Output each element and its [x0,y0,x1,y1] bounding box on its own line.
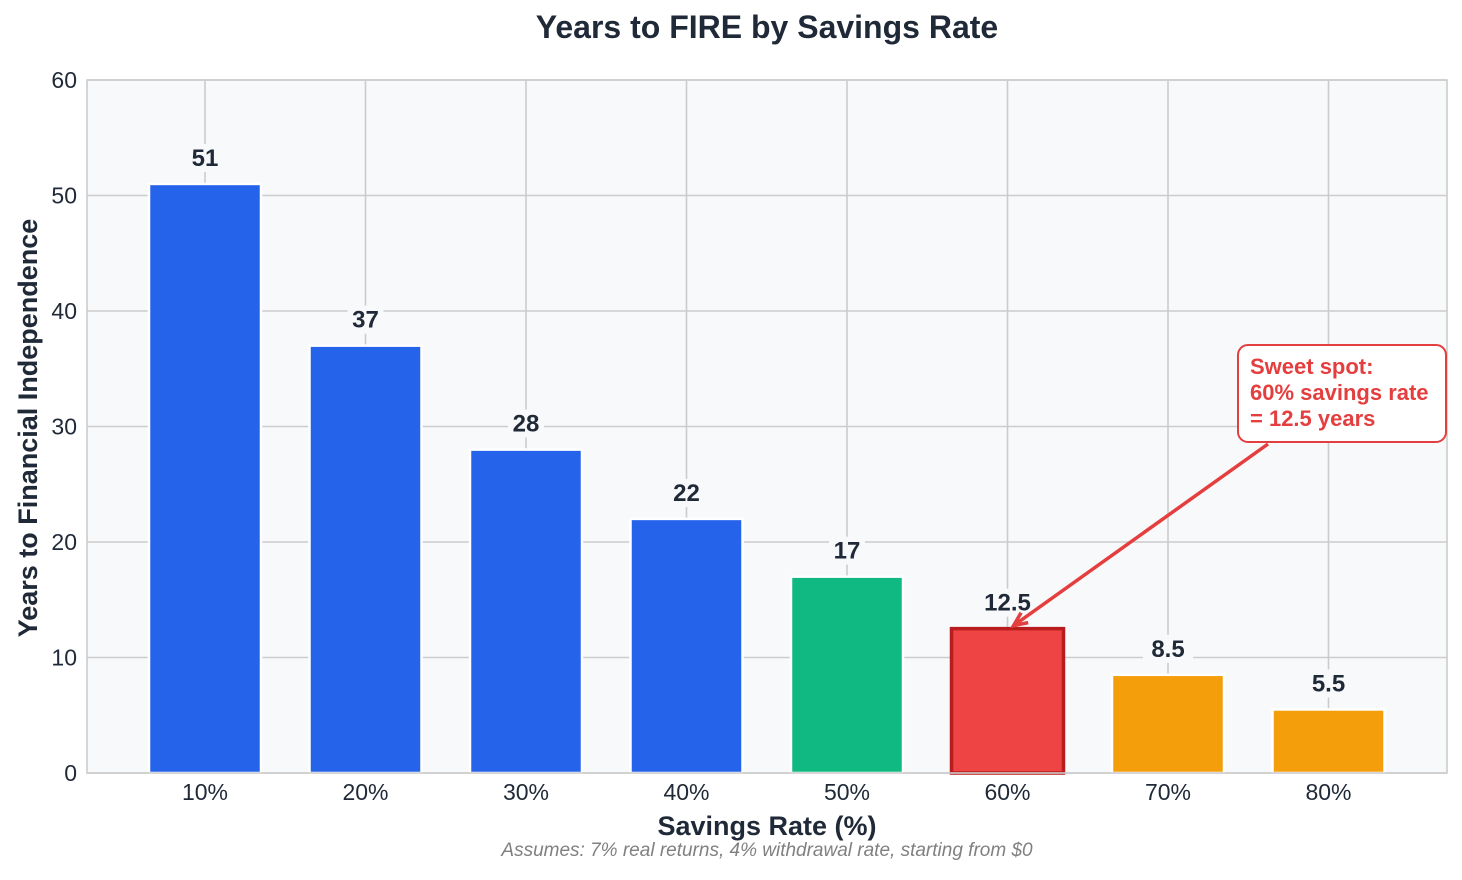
y-axis-ticks: 0 10 20 30 40 50 60 [51,67,77,786]
value-label: 28 [513,411,540,438]
value-label-backing [668,478,705,507]
value-label-backing [975,588,1040,617]
value-label-backing [508,409,544,438]
y-tick-label: 60 [51,67,77,93]
x-tick-label: 50% [824,779,870,805]
bar-highlighted [949,626,1066,775]
annotation-box [1237,344,1447,443]
value-label: 5.5 [1312,670,1345,697]
value-label-backing [347,305,384,334]
bars [147,182,1386,775]
value-label-backing [1143,634,1193,663]
annotation: Sweet spot:60% savings rate= 12.5 years [1010,344,1447,629]
y-tick-label: 40 [51,298,77,324]
annotation-arrow [1015,442,1270,625]
value-label: 22 [673,480,700,507]
bar [789,575,905,775]
bar [147,182,263,775]
value-label: 17 [834,538,861,565]
y-tick-label: 50 [51,183,77,209]
value-label: 51 [192,145,219,172]
value-label-backing [1303,669,1354,698]
x-tick-label: 80% [1305,779,1351,805]
value-label: 8.5 [1151,636,1184,663]
x-tick-label: 40% [663,779,709,805]
value-label: 37 [352,307,379,334]
annotation-line: = 12.5 years [1250,406,1375,431]
value-labels: 51 37 28 22 17 12.5 8.5 5.5 [187,143,1354,698]
y-tick-label: 0 [64,760,77,786]
annotation-line: Sweet spot: [1250,354,1373,379]
y-tick-label: 30 [51,414,77,440]
footnote: Assumes: 7% real returns, 4% withdrawal … [500,840,1033,861]
annotation-arrowhead [1010,611,1029,629]
y-tick-label: 20 [51,529,77,555]
x-tick-label: 70% [1145,779,1191,805]
y-axis-label: Years to Financial Independence [13,219,43,638]
x-tick-label: 10% [182,779,228,805]
y-tick-label: 10 [51,645,77,671]
x-tick-label: 30% [503,779,549,805]
bar [629,517,744,775]
x-axis-ticks: 10% 20% 30% 40% 50% 60% 70% 80% [182,779,1352,805]
value-label-backing [187,143,223,172]
value-label-backing [829,536,865,565]
bar [1110,673,1226,775]
bar [1271,708,1386,775]
annotation-line: 60% savings rate [1250,380,1429,405]
bar [308,344,423,775]
x-tick-label: 20% [342,779,388,805]
x-axis-label: Savings Rate (%) [657,811,876,841]
x-tick-label: 60% [984,779,1030,805]
chart-title: Years to FIRE by Savings Rate [536,9,998,45]
bar [468,448,584,775]
value-label: 12.5 [984,590,1031,617]
